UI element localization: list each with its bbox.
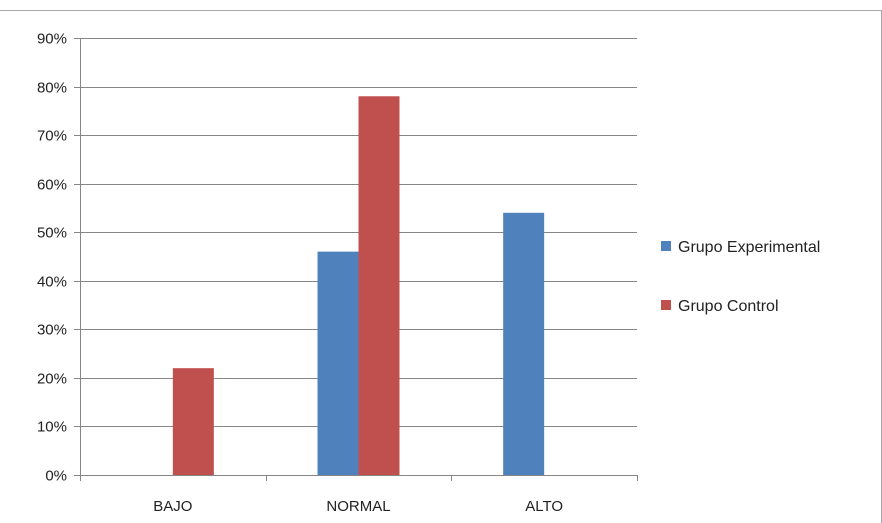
legend: Grupo Experimental Grupo Control [661,239,820,315]
bar-grupo-control-bajo [172,368,214,475]
x-category-label: NORMAL [326,498,390,515]
bar-grupo-experimental-normal [317,251,359,475]
bar-grupo-control-normal [358,96,400,476]
x-category-label: BAJO [153,498,192,515]
bar-grupo-experimental-alto [503,212,545,476]
chart-frame-top-border [0,10,882,11]
y-tick-label: 70% [37,128,67,145]
legend-label: Grupo Experimental [678,239,820,256]
y-tick-label: 80% [37,80,67,97]
x-axis: BAJO NORMAL ALTO [80,475,638,515]
y-tick-label: 20% [37,371,67,388]
y-tick-label: 10% [37,419,67,436]
y-axis-tick-labels: 0% 10% 20% 30% 40% 50% 60% 70% 80% 90% [37,31,67,485]
y-tick-label: 50% [37,225,67,242]
y-tick-label: 60% [37,177,67,194]
y-tick-label: 90% [37,31,67,48]
legend-swatch [661,300,671,310]
legend-swatch [661,241,671,251]
bars [172,96,545,476]
y-tick-label: 30% [37,322,67,339]
y-tick-label: 40% [37,274,67,291]
legend-label: Grupo Control [678,298,779,315]
x-category-label: ALTO [525,498,563,515]
y-tick-label: 0% [45,468,67,485]
